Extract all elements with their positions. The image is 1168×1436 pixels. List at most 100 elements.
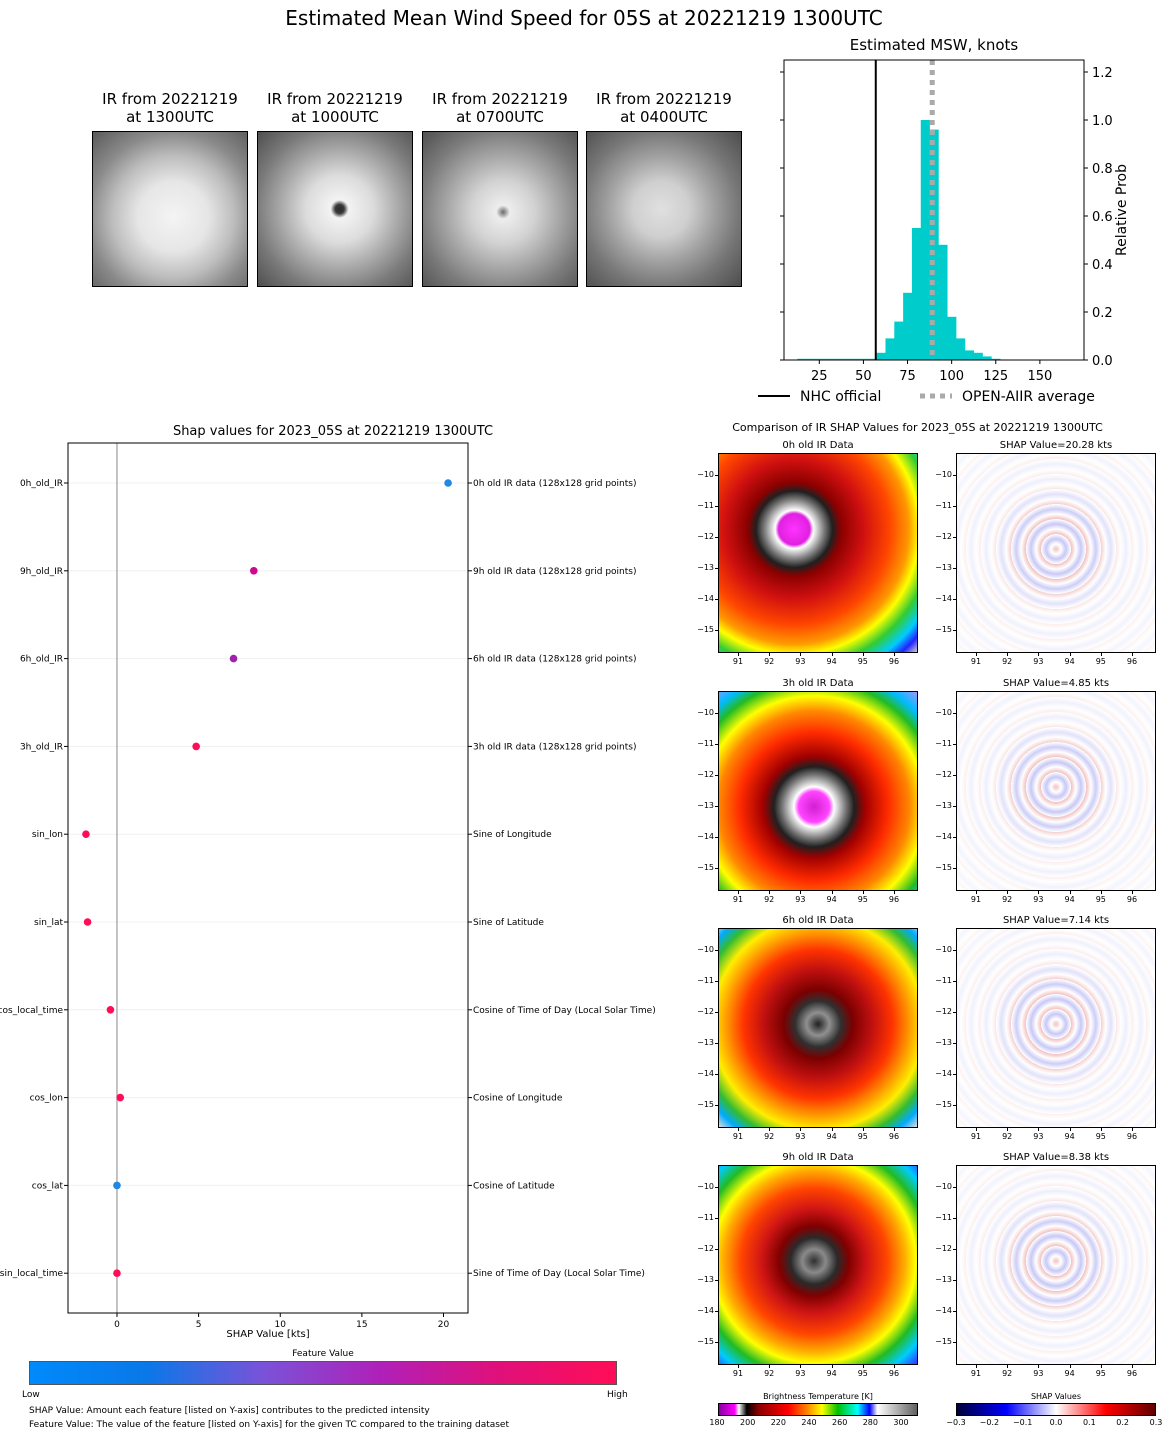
feature-description: Cosine of Time of Day (Local Solar Time) xyxy=(473,1006,656,1016)
x-tick-mark xyxy=(1100,1365,1102,1368)
y-tick-label: 0.8 xyxy=(1092,162,1113,177)
shap-title: Shap values for 2023_05S at 20221219 130… xyxy=(173,424,493,439)
y-tick-mark xyxy=(953,1249,956,1250)
shap-panel-fade xyxy=(957,454,1155,652)
y-tick-label: 0.0 xyxy=(1092,354,1113,369)
msw-histogram: Estimated MSW, knots 25 50 75 100 125 150 0.0… xyxy=(758,36,1130,405)
x-tick-label: 94 xyxy=(826,895,837,904)
histogram-bar xyxy=(982,356,992,360)
y-tick-mark xyxy=(715,1043,718,1044)
x-tick-label: 91 xyxy=(970,657,982,666)
x-tick-mark xyxy=(1007,1128,1009,1131)
x-tick-mark xyxy=(1038,891,1040,894)
thumbnail-title-line2: at 1300UTC xyxy=(126,108,214,126)
y-tick-mark xyxy=(953,837,956,838)
y-tick-label: −10 xyxy=(697,1182,714,1191)
y-tick-mark xyxy=(715,1249,718,1250)
ir-thumbnail-image xyxy=(586,131,742,287)
ir-panel-title: 0h old IR Data xyxy=(782,440,854,451)
x-tick-label: 93 xyxy=(1033,657,1044,666)
shap-feature-descriptions: 0h old IR data (128x128 grid points) 9h o… xyxy=(468,479,656,1279)
y-tick-mark xyxy=(953,775,956,776)
x-tick-label: 95 xyxy=(857,895,868,904)
shap-tick-label: 0.3 xyxy=(1149,1418,1163,1427)
x-tick-label: 93 xyxy=(795,1369,806,1378)
histogram-bar xyxy=(885,338,895,360)
histogram-ylabel: Relative Prob xyxy=(1114,164,1130,256)
bt-tick-label: 240 xyxy=(801,1418,817,1427)
y-tick-label: −10 xyxy=(935,1182,952,1191)
x-tick-label: 50 xyxy=(855,369,872,384)
x-tick-mark xyxy=(1132,653,1133,656)
y-tick-label: −15 xyxy=(935,1337,952,1346)
y-tick-label: −14 xyxy=(697,1306,714,1315)
shap-point xyxy=(113,1181,121,1190)
x-tick-label: 91 xyxy=(970,1369,982,1378)
y-tick-label: −11 xyxy=(697,501,714,510)
feature-description: 0h old IR data (128x128 grid points) xyxy=(473,479,636,489)
histogram-lines xyxy=(874,60,935,360)
shap-points xyxy=(82,479,452,1277)
histogram-bar xyxy=(841,358,851,360)
y-tick-mark xyxy=(715,868,718,869)
feature-description: Sine of Time of Day (Local Solar Time) xyxy=(473,1269,645,1279)
y-tick-mark xyxy=(715,837,718,838)
x-tick-mark xyxy=(769,891,771,894)
y-tick-label: −13 xyxy=(697,563,714,572)
x-tick-label: 94 xyxy=(1064,657,1075,666)
y-tick-mark xyxy=(715,1280,718,1281)
x-tick-mark xyxy=(769,1365,771,1368)
shap-colorbar xyxy=(956,1403,1156,1416)
y-tick-mark xyxy=(715,1012,718,1013)
x-tick-mark xyxy=(1069,653,1071,656)
x-tick-mark xyxy=(800,1128,802,1131)
thumbnail-title-line2: at 0400UTC xyxy=(620,108,708,126)
y-tick-label: −14 xyxy=(935,594,952,603)
y-tick-label: −13 xyxy=(697,1275,714,1284)
shap-panel-title: SHAP Value=20.28 kts xyxy=(999,440,1113,451)
shap-note: SHAP Value: Amount each feature [listed … xyxy=(29,1406,430,1416)
x-tick-label: 95 xyxy=(857,657,868,666)
y-tick-label: −15 xyxy=(697,625,714,634)
ir-panel-title: 9h old IR Data xyxy=(782,1152,854,1163)
shap-point xyxy=(82,830,90,838)
histogram-bar xyxy=(911,228,922,360)
y-tick-label: −14 xyxy=(697,594,714,603)
shap-point xyxy=(113,1269,121,1277)
shap-point xyxy=(444,479,452,487)
shap-point xyxy=(106,1006,115,1014)
y-tick-label: −11 xyxy=(697,1213,714,1222)
y-tick-label: −12 xyxy=(935,1007,952,1016)
x-tick-mark xyxy=(831,1365,833,1368)
y-tick-label: −14 xyxy=(935,1069,952,1078)
y-tick-mark xyxy=(953,744,956,745)
ir-thumbnail-image xyxy=(92,131,248,287)
histogram-bar xyxy=(797,358,807,360)
y-tick-mark xyxy=(715,950,718,951)
y-tick-mark xyxy=(953,806,956,807)
thumbnail-title-line2: at 0700UTC xyxy=(456,108,544,126)
histogram-frame xyxy=(783,59,1085,361)
y-tick-label: −12 xyxy=(935,532,952,541)
x-tick-label: 95 xyxy=(857,1369,868,1378)
y-tick-label: −15 xyxy=(697,863,714,872)
y-tick-mark xyxy=(953,568,956,569)
feature-colorbar-high: High xyxy=(607,1390,628,1400)
y-tick-label: −10 xyxy=(935,470,952,479)
x-tick-mark xyxy=(976,891,977,894)
x-tick-mark xyxy=(1038,653,1040,656)
feature-colorbar xyxy=(29,1361,617,1385)
feature-note: Feature Value: The value of the feature … xyxy=(29,1420,510,1430)
feature-description: 9h old IR data (128x128 grid points) xyxy=(473,567,636,577)
x-tick-label: 92 xyxy=(1002,1369,1013,1378)
bt-colorbar-label: Brightness Temperature [K] xyxy=(763,1392,873,1401)
feature-label: cos_lat xyxy=(32,1181,64,1191)
x-tick-label: 93 xyxy=(795,657,806,666)
shap-tick-label: −0.1 xyxy=(1012,1418,1033,1427)
feature-label: 6h_old_IR xyxy=(20,655,63,665)
y-tick-label: −10 xyxy=(935,708,952,717)
y-tick-label: −15 xyxy=(935,625,952,634)
histogram-bar xyxy=(973,352,983,360)
y-tick-label: −14 xyxy=(697,832,714,841)
shap-panel-image xyxy=(956,1165,1156,1365)
